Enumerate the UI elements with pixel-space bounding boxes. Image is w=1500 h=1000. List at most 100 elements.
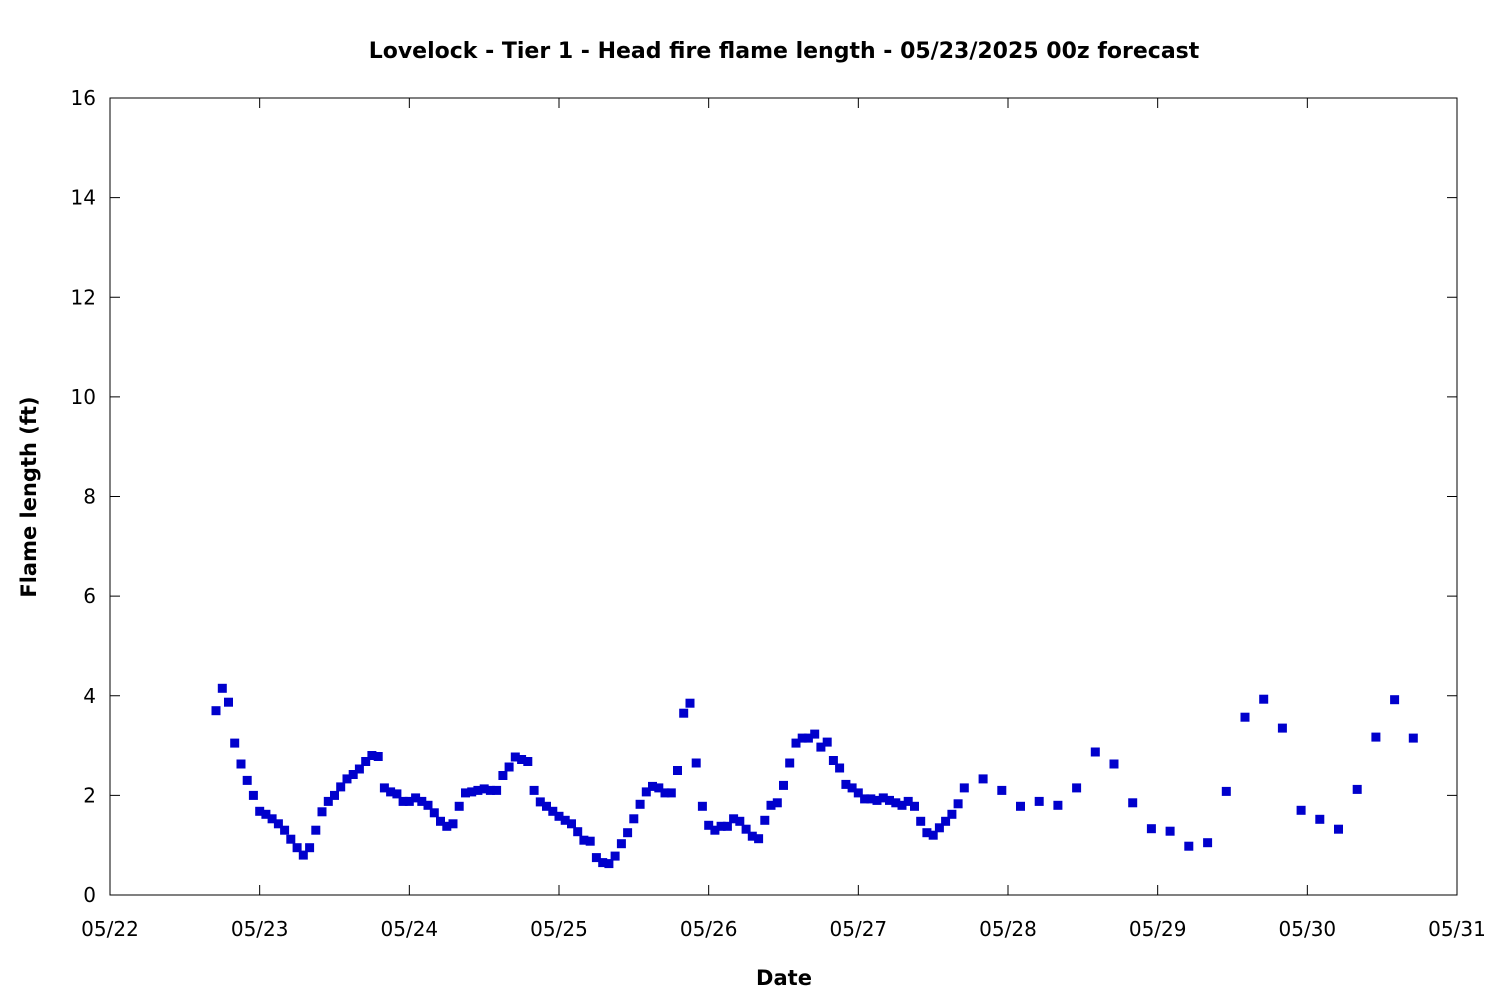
data-point [610, 851, 620, 861]
x-tick-label: 05/28 [979, 917, 1037, 941]
data-point [398, 796, 408, 806]
data-point [1371, 732, 1381, 742]
data-point [255, 806, 265, 816]
y-tick-label: 8 [83, 485, 96, 509]
x-tick-label: 05/26 [680, 917, 738, 941]
y-tick-label: 2 [83, 783, 96, 807]
data-point [211, 706, 221, 716]
data-point [1109, 759, 1119, 769]
data-point [305, 843, 315, 853]
data-point [298, 850, 308, 860]
data-point [529, 785, 539, 795]
data-point [841, 779, 851, 789]
data-point [691, 758, 701, 768]
data-point [1090, 747, 1100, 757]
data-point [941, 816, 951, 826]
data-point [716, 821, 726, 831]
data-point [679, 708, 689, 718]
data-point [1034, 796, 1044, 806]
data-point [666, 788, 676, 798]
data-point [236, 759, 246, 769]
data-point [567, 819, 576, 829]
y-tick-label: 0 [83, 883, 96, 907]
data-point [959, 783, 969, 793]
data-point [523, 757, 533, 766]
data-point [1072, 783, 1082, 793]
data-point [735, 816, 745, 826]
x-tick-label: 05/22 [81, 917, 139, 941]
data-point [411, 793, 421, 803]
data-point [697, 801, 707, 811]
data-point [336, 782, 346, 792]
data-point [641, 787, 651, 797]
data-point [922, 828, 932, 838]
data-point [853, 788, 863, 798]
data-point [772, 798, 782, 808]
data-point [953, 799, 963, 809]
data-point [273, 819, 283, 829]
data-point [348, 770, 358, 779]
x-tick-label: 05/29 [1129, 917, 1187, 941]
data-point [872, 795, 882, 805]
data-point [885, 795, 894, 805]
chart-title: Lovelock - Tier 1 - Head fire flame leng… [369, 39, 1200, 64]
x-tick-label: 05/25 [530, 917, 588, 941]
data-point [467, 787, 477, 797]
data-point [1203, 838, 1213, 848]
data-point [754, 834, 764, 844]
data-point [1146, 824, 1156, 834]
data-point [423, 800, 433, 810]
y-tick-label: 4 [83, 684, 96, 708]
data-point [417, 796, 427, 806]
data-point [1053, 800, 1063, 810]
data-point [330, 790, 339, 800]
data-point [934, 823, 944, 833]
data-point [741, 824, 751, 834]
data-point [1259, 694, 1269, 704]
y-tick-label: 10 [71, 385, 96, 409]
data-point [947, 809, 957, 819]
data-point [448, 819, 458, 829]
data-point [673, 766, 682, 775]
data-point [261, 809, 271, 819]
data-point [242, 775, 252, 785]
data-point [1016, 801, 1025, 811]
data-point [860, 794, 870, 804]
data-point [542, 801, 551, 811]
data-point [585, 836, 595, 846]
data-point [866, 794, 876, 804]
data-point [1240, 712, 1250, 722]
data-point [479, 784, 489, 794]
x-tick-label: 05/23 [231, 917, 289, 941]
data-point [1352, 784, 1362, 794]
data-point [797, 733, 807, 743]
data-point [822, 737, 832, 747]
data-point [635, 799, 645, 809]
data-point [292, 843, 302, 853]
data-point [492, 785, 502, 795]
data-point [660, 788, 670, 798]
x-tick-label: 05/24 [381, 917, 439, 941]
data-point [903, 796, 913, 806]
data-point [598, 858, 608, 868]
data-point [579, 835, 589, 845]
data-point [685, 698, 695, 708]
x-tick-label: 05/30 [1279, 917, 1337, 941]
data-point [616, 839, 626, 849]
data-point [498, 771, 508, 780]
data-point [791, 738, 801, 748]
data-point [816, 742, 826, 752]
data-point [248, 790, 258, 800]
data-point [910, 801, 919, 811]
data-point [436, 816, 445, 826]
data-point [1296, 805, 1306, 815]
data-point [897, 800, 907, 810]
data-point [1408, 733, 1418, 743]
data-point [1334, 824, 1343, 834]
data-point [747, 831, 757, 841]
y-tick-label: 14 [71, 186, 96, 210]
data-point [311, 825, 321, 835]
data-points [211, 683, 1418, 869]
data-point [485, 785, 495, 795]
